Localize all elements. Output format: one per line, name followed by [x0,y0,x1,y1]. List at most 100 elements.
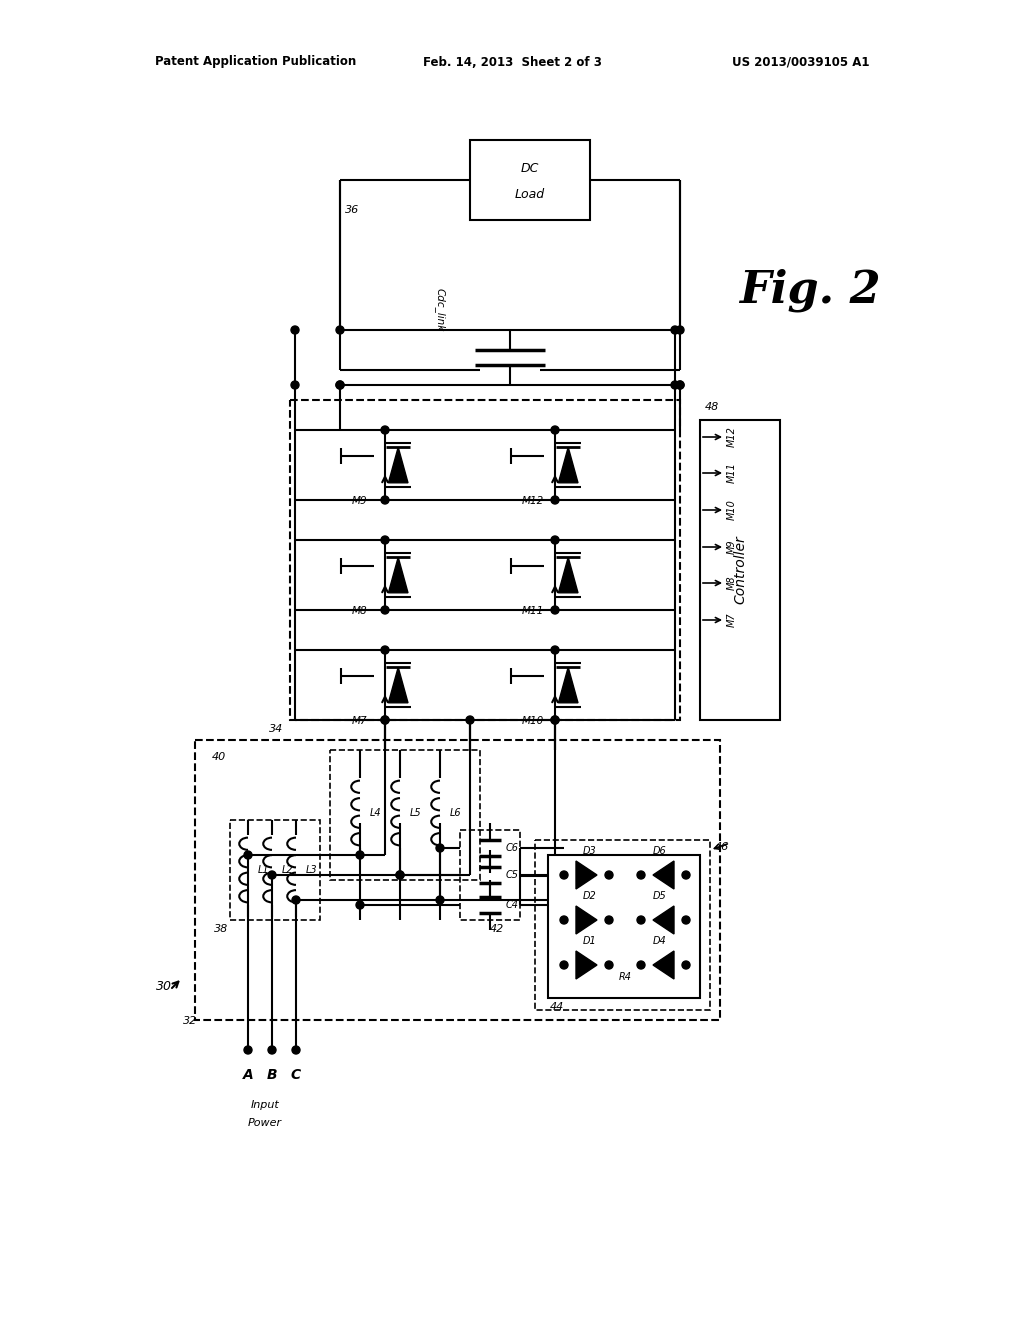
Text: 34: 34 [268,723,283,734]
Text: Input: Input [251,1100,280,1110]
Circle shape [436,843,444,851]
Circle shape [268,871,276,879]
Circle shape [682,961,690,969]
Text: 46: 46 [715,842,729,851]
Text: C5: C5 [506,870,519,880]
Circle shape [551,715,559,723]
Circle shape [676,326,684,334]
Circle shape [466,715,474,723]
Text: 44: 44 [550,1002,564,1012]
Polygon shape [575,861,597,888]
Polygon shape [575,950,597,979]
Circle shape [682,916,690,924]
Text: D2: D2 [583,891,597,902]
Circle shape [381,715,389,723]
Circle shape [637,961,645,969]
Text: L2: L2 [282,865,294,875]
Circle shape [381,715,389,723]
Bar [535,840,710,1010]
Text: Controller: Controller [733,536,746,605]
Circle shape [605,916,613,924]
Polygon shape [653,906,674,935]
Circle shape [336,381,344,389]
Bar [605,977,645,993]
Circle shape [292,896,300,904]
Polygon shape [575,906,597,935]
Bar [548,855,700,998]
Circle shape [291,381,299,389]
Circle shape [605,871,613,879]
Polygon shape [653,861,674,888]
Text: 38: 38 [214,924,228,935]
Circle shape [637,871,645,879]
Bar [195,741,720,1020]
Circle shape [676,381,684,389]
Text: M7: M7 [727,612,737,627]
Text: M8: M8 [727,576,737,590]
Circle shape [244,1045,252,1053]
Circle shape [381,426,389,434]
Bar [460,830,520,920]
Circle shape [396,871,404,879]
Text: D1: D1 [583,936,597,946]
Bar [330,750,480,880]
Text: Fig. 2: Fig. 2 [739,268,881,312]
Text: D5: D5 [653,891,667,902]
Circle shape [551,536,559,544]
Circle shape [671,381,679,389]
Text: M12: M12 [522,496,544,506]
Text: 30: 30 [156,979,172,993]
Text: A: A [243,1068,253,1082]
Polygon shape [558,447,578,483]
Circle shape [676,381,684,389]
Circle shape [605,961,613,969]
Text: Cdc_link: Cdc_link [435,288,445,331]
Text: 40: 40 [212,752,226,762]
Text: D4: D4 [653,936,667,946]
Text: 42: 42 [490,924,504,935]
Polygon shape [653,950,674,979]
Text: M11: M11 [727,462,737,483]
Circle shape [396,871,404,879]
Polygon shape [388,447,408,483]
Text: C6: C6 [506,843,519,853]
Polygon shape [558,557,578,593]
Text: M9: M9 [352,496,368,506]
Circle shape [551,606,559,614]
Polygon shape [388,557,408,593]
Bar [470,140,590,220]
Text: 32: 32 [182,1016,197,1026]
Text: C: C [291,1068,301,1082]
Text: C4: C4 [506,900,519,909]
Circle shape [356,902,364,909]
Circle shape [291,326,299,334]
Text: DC: DC [521,161,540,174]
Text: M8: M8 [352,606,368,616]
Circle shape [560,871,568,879]
Circle shape [381,536,389,544]
Text: Power: Power [248,1118,282,1129]
Circle shape [336,381,344,389]
Text: M11: M11 [522,606,544,616]
Bar [700,420,780,719]
Text: D6: D6 [653,846,667,855]
Circle shape [560,916,568,924]
Text: Patent Application Publication: Patent Application Publication [155,55,356,69]
Circle shape [551,426,559,434]
Circle shape [436,896,444,904]
Circle shape [560,961,568,969]
Text: R4: R4 [618,972,632,982]
Circle shape [637,916,645,924]
Text: M9: M9 [727,540,737,554]
Polygon shape [558,667,578,702]
Text: L5: L5 [410,808,422,818]
Text: Load: Load [515,187,545,201]
Circle shape [671,326,679,334]
Text: 48: 48 [705,403,719,412]
Circle shape [356,851,364,859]
Bar [290,400,680,719]
Text: D3: D3 [583,846,597,855]
Text: Feb. 14, 2013  Sheet 2 of 3: Feb. 14, 2013 Sheet 2 of 3 [423,55,601,69]
Text: M12: M12 [727,426,737,447]
Polygon shape [388,667,408,702]
